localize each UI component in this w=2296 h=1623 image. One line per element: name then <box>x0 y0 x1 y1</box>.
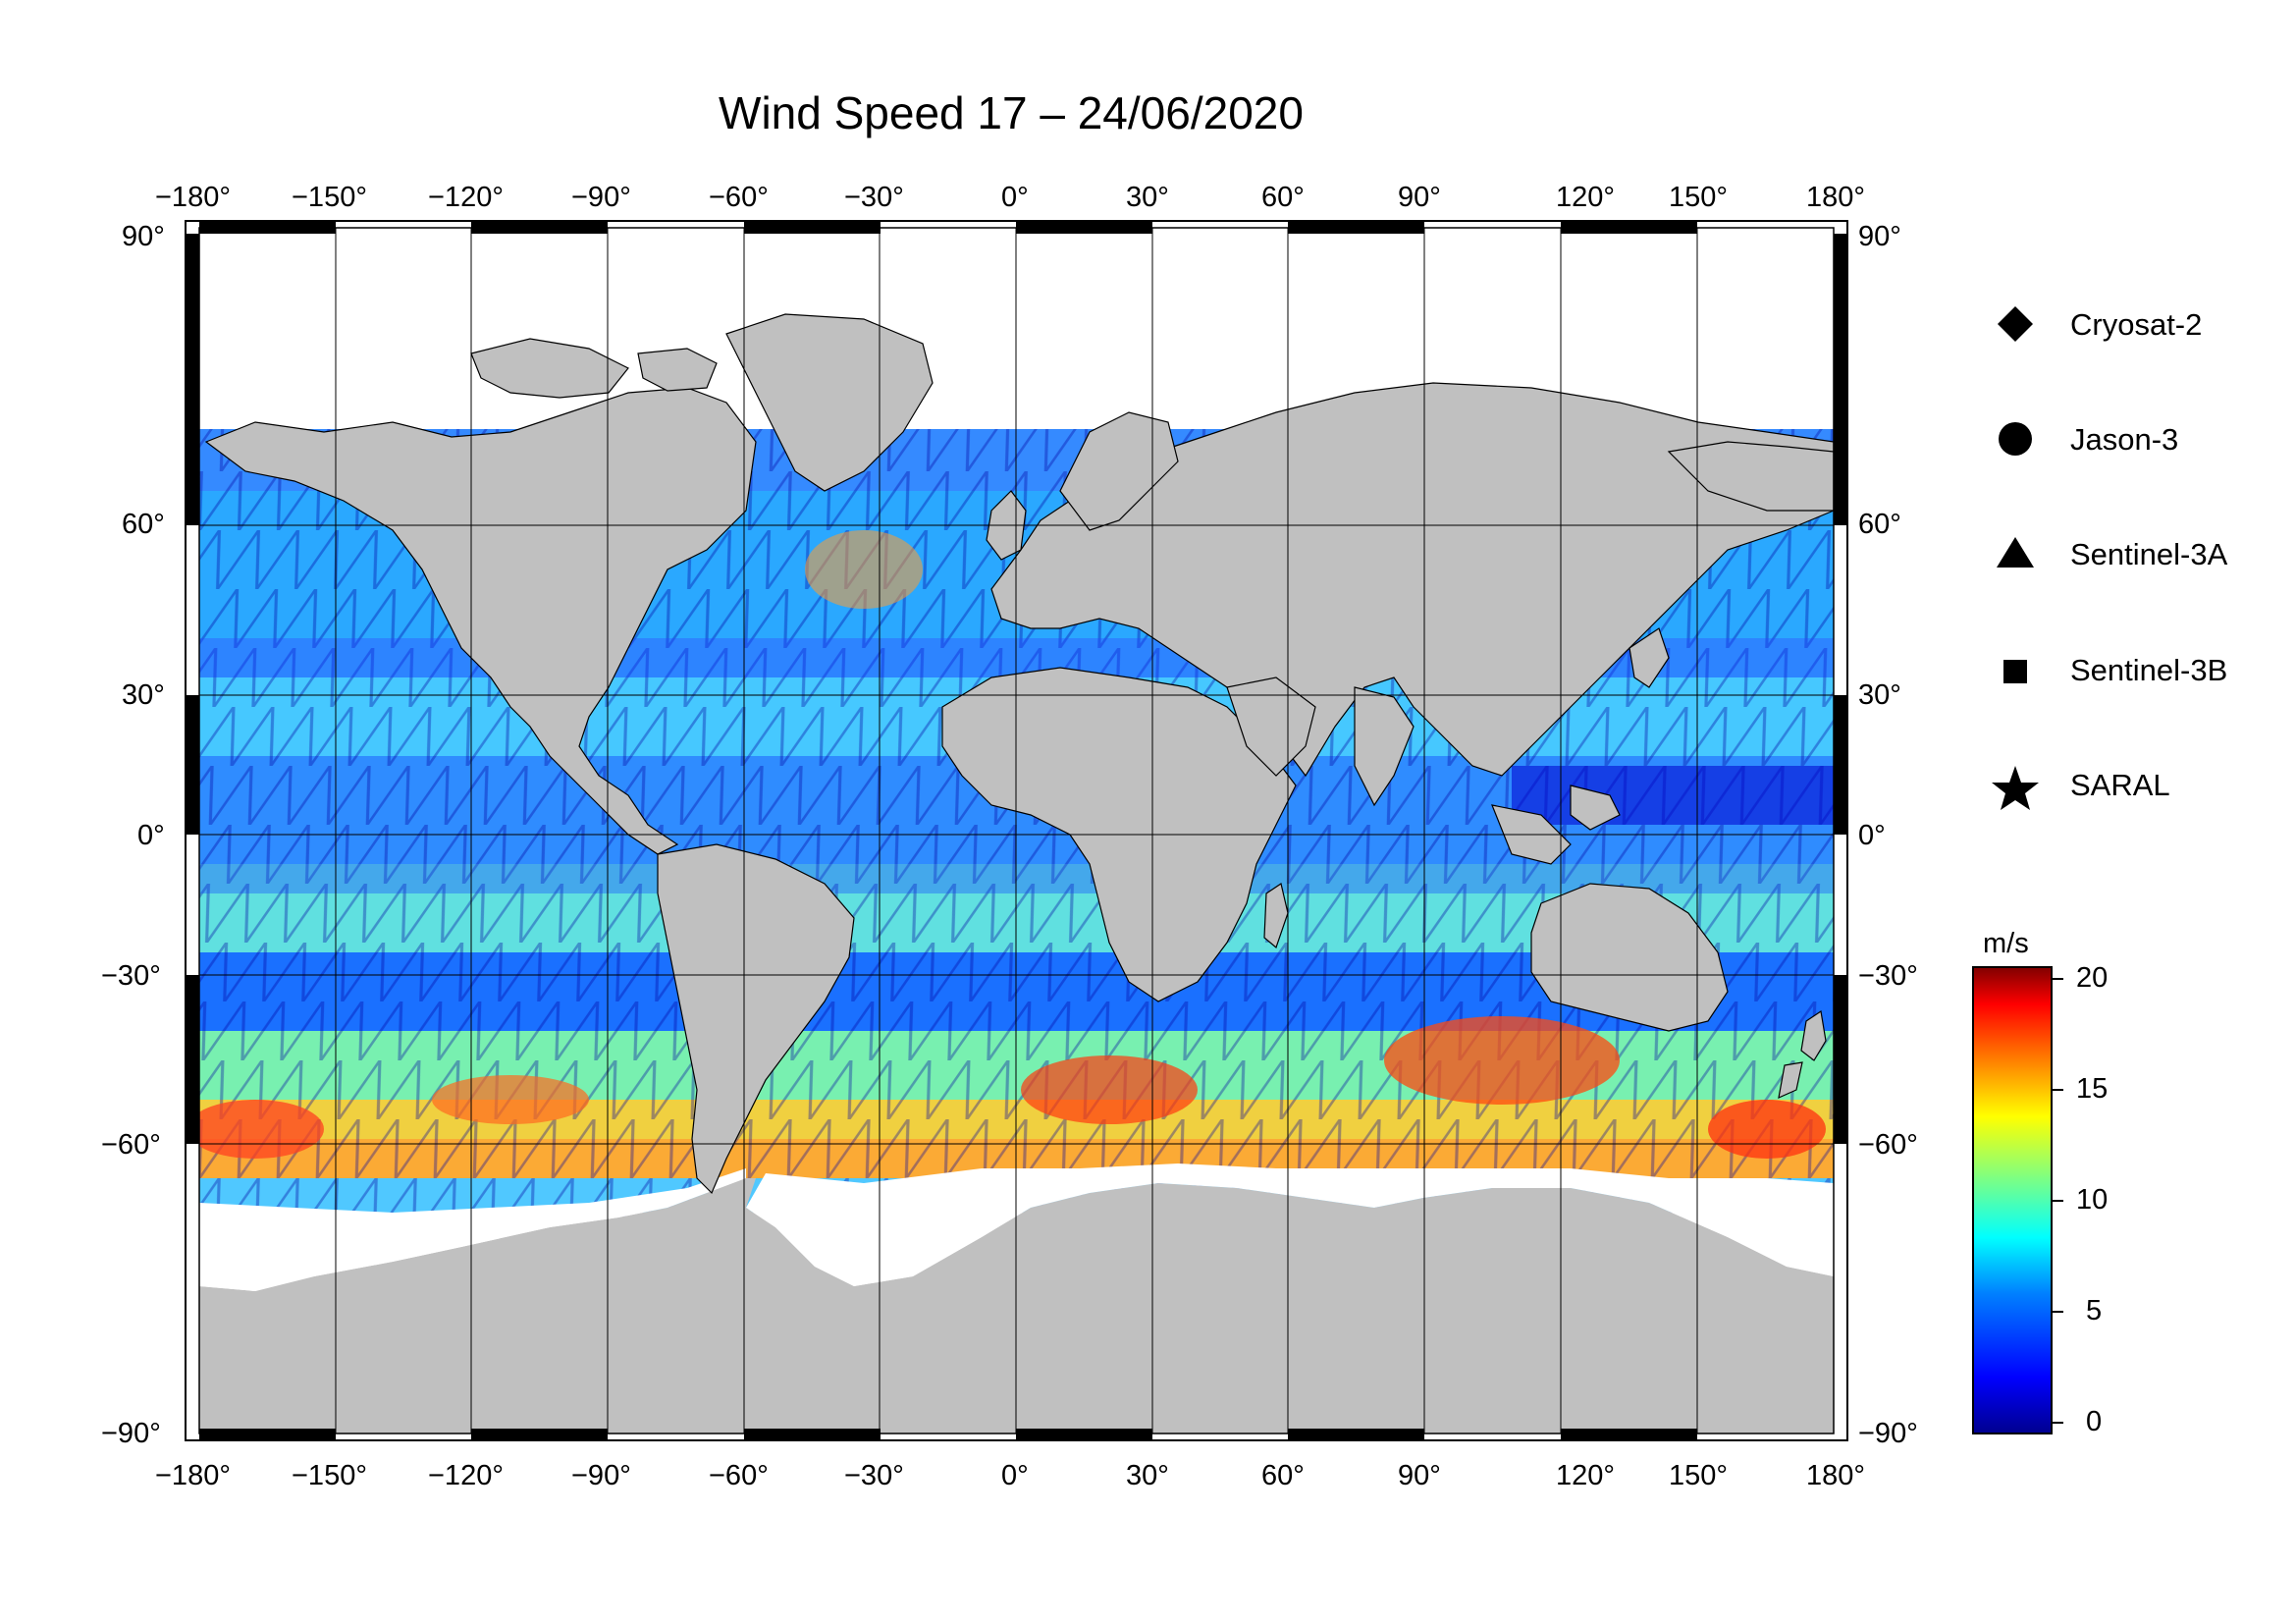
colorbar-tick-label: 0 <box>2086 1406 2103 1437</box>
lon-tick-label: −180° <box>155 1460 231 1491</box>
legend-label: Cryosat-2 <box>2070 307 2203 342</box>
colorbar-tick-label: 15 <box>2076 1073 2109 1105</box>
lon-tick-label: −120° <box>428 182 504 213</box>
legend-label: SARAL <box>2070 768 2170 802</box>
square-icon <box>2003 660 2027 683</box>
colorbar-unit: m/s <box>1983 928 2029 959</box>
colorbar-ramp <box>1972 966 2053 1434</box>
lat-tick-label: 60° <box>1858 509 1901 540</box>
lon-tick-label: −90° <box>571 182 631 213</box>
lon-tick-label: −90° <box>571 1460 631 1491</box>
lon-tick-label: −150° <box>292 1460 367 1491</box>
lon-tick-label: 180° <box>1806 182 1865 213</box>
lat-tick-label: −30° <box>101 960 161 992</box>
circle-icon <box>1999 422 2032 456</box>
legend-symbols <box>1992 306 2039 810</box>
lon-tick-label: 60° <box>1261 1460 1305 1491</box>
lon-tick-label: 120° <box>1556 1460 1615 1491</box>
lat-tick-label: 30° <box>122 679 165 711</box>
lon-tick-label: 120° <box>1556 182 1615 213</box>
legend-item-saral: SARAL <box>1998 761 2170 810</box>
lon-tick-label: −120° <box>428 1460 504 1491</box>
triangle-icon <box>1997 537 2034 568</box>
lon-tick-label: −30° <box>844 1460 904 1491</box>
colorbar-tick-label: 10 <box>2076 1184 2109 1216</box>
lon-tick-label: −60° <box>709 1460 769 1491</box>
lon-tick-label: 150° <box>1669 182 1728 213</box>
star-icon <box>1992 766 2039 810</box>
lat-tick-label: −60° <box>101 1129 161 1161</box>
lon-tick-label: −30° <box>844 182 904 213</box>
lat-tick-label: 0° <box>137 820 165 851</box>
legend-item-sentinel-3b: Sentinel-3B <box>1998 646 2227 695</box>
lat-tick-label: 0° <box>1858 820 1886 851</box>
map-plot-area <box>199 228 1834 1434</box>
lon-tick-label: 30° <box>1126 1460 1169 1491</box>
legend-label: Sentinel-3B <box>2070 653 2228 687</box>
lat-tick-label: 90° <box>122 221 165 252</box>
lon-tick-label: 0° <box>1001 1460 1029 1491</box>
lon-tick-label: 90° <box>1398 1460 1441 1491</box>
lon-tick-label: −180° <box>155 182 231 213</box>
lon-tick-label: 30° <box>1126 182 1169 213</box>
lon-tick-label: −60° <box>709 182 769 213</box>
colorbar-ticks <box>2052 978 2063 1424</box>
lat-tick-label: −90° <box>1858 1418 1918 1449</box>
lat-tick-label: 90° <box>1858 221 1901 252</box>
diamond-icon <box>1998 306 2033 342</box>
colorbar-tick-label: 5 <box>2086 1295 2103 1326</box>
legend-label: Jason-3 <box>2070 422 2179 457</box>
legend-label: Sentinel-3A <box>2070 537 2228 571</box>
map-title: Wind Speed 17 – 24/06/2020 <box>719 87 1304 138</box>
lon-tick-label: 150° <box>1669 1460 1728 1491</box>
lon-tick-label: −150° <box>292 182 367 213</box>
colorbar-tick-label: 20 <box>2076 962 2109 994</box>
colorbar <box>1972 966 2063 1434</box>
lon-tick-label: 0° <box>1001 182 1029 213</box>
frame-checkers <box>186 221 1847 1441</box>
lat-tick-label: 30° <box>1858 679 1901 711</box>
legend-item-sentinel-3a: Sentinel-3A <box>1998 530 2227 579</box>
legend-item-cryosat-2: Cryosat-2 <box>1998 300 2202 350</box>
lon-tick-label: 60° <box>1261 182 1305 213</box>
graticule <box>199 228 1834 1434</box>
lat-tick-label: −60° <box>1858 1129 1918 1161</box>
lat-tick-label: −90° <box>101 1418 161 1449</box>
lat-tick-label: 60° <box>122 509 165 540</box>
legend-item-jason-3: Jason-3 <box>1998 415 2178 464</box>
map-frame <box>185 220 1848 1441</box>
lon-tick-label: 90° <box>1398 182 1441 213</box>
lat-tick-label: −30° <box>1858 960 1918 992</box>
lon-tick-label: 180° <box>1806 1460 1865 1491</box>
